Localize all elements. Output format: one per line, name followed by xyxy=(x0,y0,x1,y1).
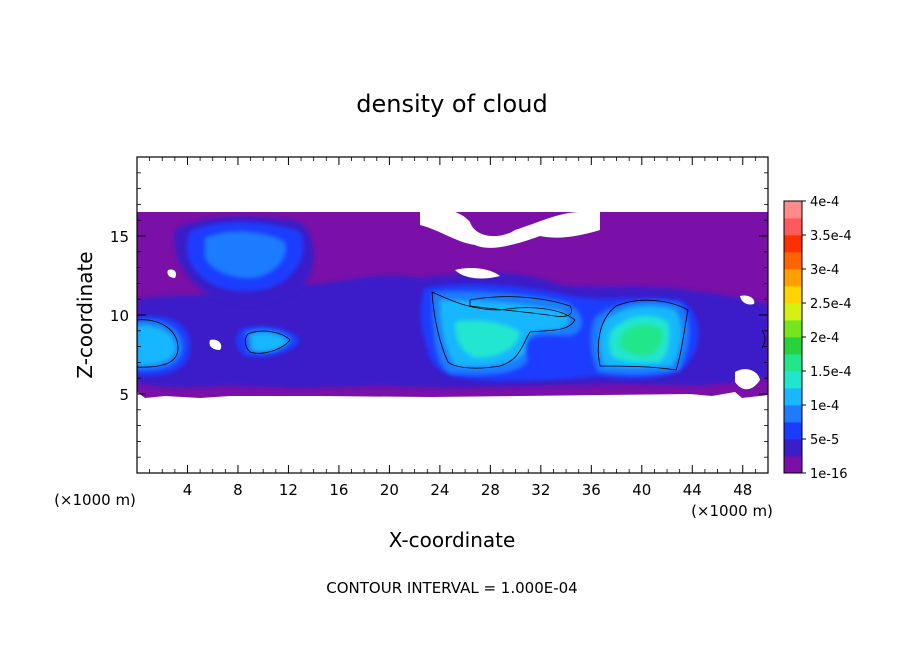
colorbar-swatch xyxy=(784,269,802,287)
field-layer-cyan xyxy=(137,300,682,368)
colorbar-swatch xyxy=(784,405,802,423)
x-tick-label: 16 xyxy=(329,481,348,499)
x-tick-label: 12 xyxy=(279,481,298,499)
contour-line xyxy=(469,296,572,317)
colorbar-label: 2e-4 xyxy=(810,331,839,346)
x-axis-unit-left: (×1000 m) xyxy=(54,491,136,509)
density-field xyxy=(137,209,768,398)
contour-lines xyxy=(137,291,766,371)
field-layer-turquoise xyxy=(455,315,670,363)
colorbar-label: 2.5e-4 xyxy=(810,297,852,312)
x-axis-unit-right: (×1000 m) xyxy=(691,502,773,520)
x-tick-label: 36 xyxy=(582,481,601,499)
colorbar-swatch xyxy=(784,439,802,457)
contour-interval-note: CONTOUR INTERVAL = 1.000E-04 xyxy=(326,579,577,597)
y-tick-label: 10 xyxy=(110,307,129,325)
colorbar-swatch xyxy=(784,388,802,406)
colorbar-label: 4e-4 xyxy=(810,195,839,210)
colorbar-swatch xyxy=(784,286,802,304)
x-tick-label: 44 xyxy=(683,481,702,499)
colorbar-label: 1e-16 xyxy=(810,467,848,482)
colorbar-label: 3e-4 xyxy=(810,263,839,278)
contour-line xyxy=(761,329,766,349)
x-tick-label: 20 xyxy=(380,481,399,499)
colorbar-label: 1e-4 xyxy=(810,399,839,414)
y-axis-label: Z-coordinate xyxy=(73,251,97,378)
contour-line xyxy=(137,319,179,368)
x-axis-label: X-coordinate xyxy=(389,528,516,552)
colorbar-swatch xyxy=(784,337,802,355)
colorbar: 1e-16 5e-5 1e-4 1.5e-4 2e-4 2.5e-4 3e-4 3.5e-4 4… xyxy=(783,195,852,482)
y-tick-label: 5 xyxy=(119,386,129,404)
x-tick-label: 8 xyxy=(233,481,243,499)
contour-line xyxy=(244,330,291,354)
x-tick-label: 40 xyxy=(632,481,651,499)
y-tick-label: 15 xyxy=(110,228,129,246)
colorbar-swatch xyxy=(784,320,802,338)
colorbar-swatch xyxy=(784,252,802,270)
colorbar-swatch xyxy=(784,218,802,236)
colorbar-swatch xyxy=(784,371,802,389)
y-axis: 5 10 15 xyxy=(110,172,768,458)
x-tick-label: 24 xyxy=(430,481,449,499)
colorbar-label: 3.5e-4 xyxy=(810,229,852,244)
colorbar-swatch xyxy=(784,303,802,321)
colorbar-swatch xyxy=(784,456,802,474)
colorbar-swatch xyxy=(784,354,802,372)
x-tick-label: 28 xyxy=(481,481,500,499)
colorbar-label: 1.5e-4 xyxy=(810,365,852,380)
x-tick-label: 32 xyxy=(531,481,550,499)
contour-line xyxy=(431,291,576,369)
colorbar-label: 5e-5 xyxy=(810,433,839,448)
x-axis: 4 8 12 16 20 24 28 32 36 40 44 48 xyxy=(149,157,756,499)
x-tick-label: 48 xyxy=(733,481,752,499)
colorbar-swatch xyxy=(784,201,802,219)
colorbar-swatch xyxy=(784,422,802,440)
x-tick-label: 4 xyxy=(183,481,193,499)
field-layer-green xyxy=(620,324,663,356)
chart-title: density of cloud xyxy=(356,90,547,118)
colorbar-swatch xyxy=(784,235,802,253)
contour-line xyxy=(597,299,689,371)
